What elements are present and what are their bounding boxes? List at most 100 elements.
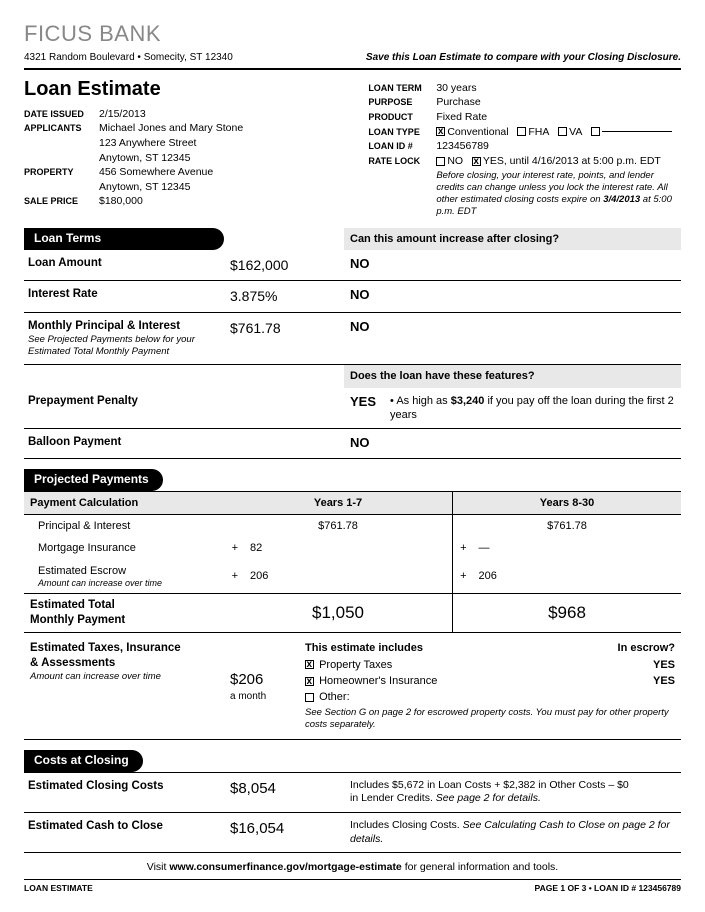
- row-label: Principal & Interest: [24, 514, 224, 537]
- divider: [24, 852, 681, 853]
- loan-type-options: Conventional FHA VA: [436, 126, 681, 140]
- row-value: 3.875%: [224, 281, 344, 312]
- label: PURPOSE: [368, 96, 436, 110]
- row-answer: NO: [350, 256, 370, 271]
- costs-table: Estimated Closing Costs $8,054 Includes …: [24, 772, 681, 853]
- value: Michael Jones and Mary Stone: [99, 122, 352, 136]
- row-label: Prepayment Penalty: [28, 394, 218, 409]
- page-title: Loan Estimate: [24, 76, 352, 102]
- label: LOAN TERM: [368, 82, 436, 96]
- bank-block: FICUS BANK 4321 Random Boulevard • Somec…: [24, 20, 233, 64]
- projected-table: Payment Calculation Years 1-7 Years 8-30…: [24, 491, 681, 740]
- row-value: $761.78: [224, 514, 453, 537]
- save-note: Save this Loan Estimate to compare with …: [366, 51, 681, 64]
- row-answer: NO: [350, 435, 370, 450]
- meta-block: Loan Estimate DATE ISSUED2/15/2013 APPLI…: [24, 76, 681, 218]
- label: PRODUCT: [368, 111, 436, 125]
- escrow-header: In escrow?: [618, 641, 675, 655]
- row-label: Mortgage Insurance: [24, 537, 224, 559]
- years-col: Years 1-7: [224, 491, 453, 514]
- row-label: Interest Rate: [28, 287, 218, 302]
- value: 123456789: [436, 140, 681, 154]
- row-sublabel: See Projected Payments below for your Es…: [28, 334, 218, 359]
- bank-address: 4321 Random Boulevard • Somecity, ST 123…: [24, 51, 233, 64]
- row-answer: NO: [350, 287, 370, 302]
- includes-note: See Section G on page 2 for escrowed pro…: [305, 707, 675, 732]
- value: 456 Somewhere Avenue: [99, 166, 352, 180]
- calc-label: Payment Calculation: [24, 491, 224, 514]
- checkbox-fha: [517, 127, 526, 136]
- checkbox-icon: [305, 677, 314, 686]
- label: PROPERTY: [24, 166, 99, 180]
- meta-left: Loan Estimate DATE ISSUED2/15/2013 APPLI…: [24, 76, 352, 218]
- eti-value: $206: [230, 670, 293, 690]
- row-label: Estimated Escrow: [38, 564, 218, 578]
- checkbox-va: [558, 127, 567, 136]
- bank-name: FICUS BANK: [24, 20, 233, 49]
- row-label: & Assessments: [30, 656, 218, 671]
- value: Fixed Rate: [436, 111, 681, 125]
- checkbox-yes: [472, 157, 481, 166]
- row-label: Loan Amount: [28, 256, 218, 271]
- row-sublabel: Amount can increase over time: [38, 578, 218, 590]
- prepay-answer: YES • As high as $3,240 if you pay off t…: [344, 388, 681, 429]
- years-col: Years 8-30: [453, 491, 681, 514]
- costs-tab: Costs at Closing: [24, 750, 143, 772]
- total-value: $1,050: [312, 603, 364, 622]
- row-value: $761.78: [224, 312, 344, 365]
- label: RATE LOCK: [368, 155, 436, 169]
- meta-right: LOAN TERM30 years PURPOSEPurchase PRODUC…: [368, 76, 681, 218]
- row-answer: NO: [350, 319, 370, 334]
- label: SALE PRICE: [24, 195, 99, 209]
- footer-note: Visit www.consumerfinance.gov/mortgage-e…: [24, 861, 681, 875]
- row-value: 206: [473, 560, 528, 594]
- value: Anytown, ST 12345: [99, 152, 352, 166]
- eti-unit: a month: [230, 690, 293, 703]
- loan-terms-header: Loan Terms Can this amount increase afte…: [24, 228, 681, 250]
- row-sublabel: Amount can increase over time: [30, 671, 218, 683]
- row-value: $8,054: [224, 772, 344, 812]
- divider: [24, 739, 681, 740]
- rate-lock-note: Before closing, your interest rate, poin…: [436, 170, 681, 218]
- row-label: Balloon Payment: [28, 435, 218, 450]
- row-label: Monthly Payment: [30, 613, 218, 628]
- label: DATE ISSUED: [24, 108, 99, 122]
- footer-bar: LOAN ESTIMATE PAGE 1 OF 3 • LOAN ID # 12…: [24, 879, 681, 894]
- checkbox-icon: [305, 693, 314, 702]
- row-label: Estimated Closing Costs: [28, 779, 218, 794]
- loan-terms-tab: Loan Terms: [24, 228, 224, 250]
- row-label: Monthly Principal & Interest: [28, 319, 218, 334]
- value: Anytown, ST 12345: [99, 181, 352, 195]
- value: 2/15/2013: [99, 108, 352, 122]
- row-label: Estimated Taxes, Insurance: [30, 641, 218, 656]
- row-label: Estimated Cash to Close: [28, 819, 218, 834]
- projected-tab: Projected Payments: [24, 469, 163, 491]
- footer-right: PAGE 1 OF 3 • LOAN ID # 123456789: [535, 883, 681, 894]
- row-value: 206: [244, 560, 299, 594]
- label: LOAN TYPE: [368, 126, 436, 140]
- row-value: —: [473, 537, 528, 559]
- row-value: $16,054: [224, 813, 344, 853]
- row-desc: Includes Closing Costs. See Calculating …: [344, 813, 681, 853]
- includes-header: This estimate includes: [305, 641, 423, 655]
- label: APPLICANTS: [24, 122, 99, 136]
- header: FICUS BANK 4321 Random Boulevard • Somec…: [24, 20, 681, 64]
- rate-lock-options: NO YES, until 4/16/2013 at 5:00 p.m. EDT: [436, 155, 681, 169]
- value: 30 years: [436, 82, 681, 96]
- footer-left: LOAN ESTIMATE: [24, 883, 93, 894]
- question-header: Does the loan have these features?: [344, 365, 681, 388]
- divider: [24, 458, 681, 459]
- value: $180,000: [99, 195, 352, 209]
- label: LOAN ID #: [368, 140, 436, 154]
- divider: [24, 68, 681, 70]
- loan-terms-table: Loan Amount $162,000 NO Interest Rate 3.…: [24, 250, 681, 458]
- checkbox-no: [436, 157, 445, 166]
- total-value: $968: [548, 603, 586, 622]
- row-value: $162,000: [224, 250, 344, 281]
- value: Purchase: [436, 96, 681, 110]
- checkbox-other: [591, 127, 600, 136]
- row-label: Estimated Total: [30, 598, 218, 613]
- row-desc: Includes $5,672 in Loan Costs + $2,382 i…: [344, 772, 681, 812]
- question-header: Can this amount increase after closing?: [344, 228, 681, 250]
- checkbox-icon: [305, 660, 314, 669]
